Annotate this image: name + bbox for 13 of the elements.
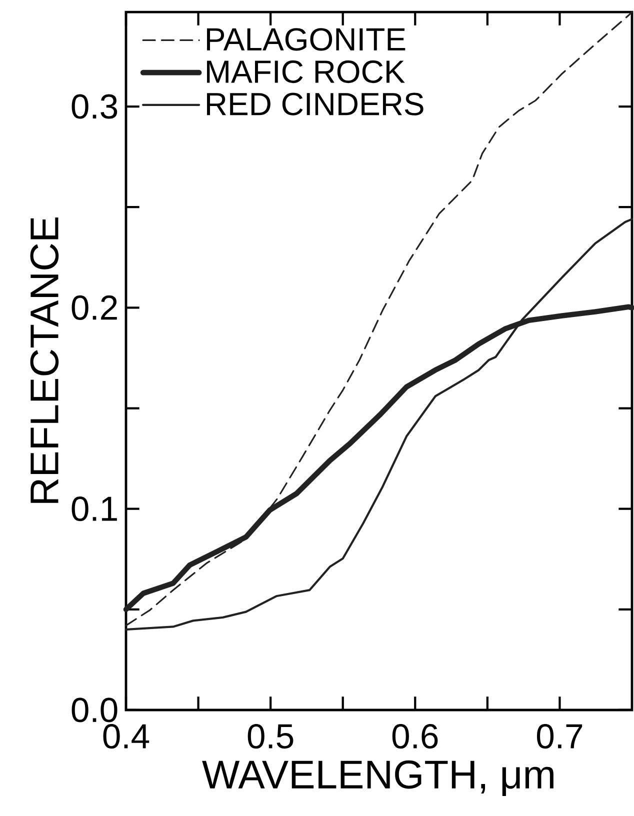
x-axis-title: WAVELENGTH, μm [202,760,554,796]
y-tick-label: 0.3 [72,94,118,119]
y-tick-label: 0.0 [72,698,118,722]
y-axis-title: REFLECTANCE [30,218,59,503]
x-tick-label: 0.6 [392,724,438,749]
x-tick-label: 0.4 [103,724,150,749]
x-tick-label: 0.5 [248,724,294,749]
legend-label: RED CINDERS [207,92,424,116]
legend-label: PALAGONITE [207,28,406,51]
legend-label: MAFIC ROCK [207,60,405,84]
x-tick-label: 0.7 [536,724,582,749]
y-tick-label: 0.1 [72,496,117,522]
y-tick-label: 0.2 [72,295,117,320]
